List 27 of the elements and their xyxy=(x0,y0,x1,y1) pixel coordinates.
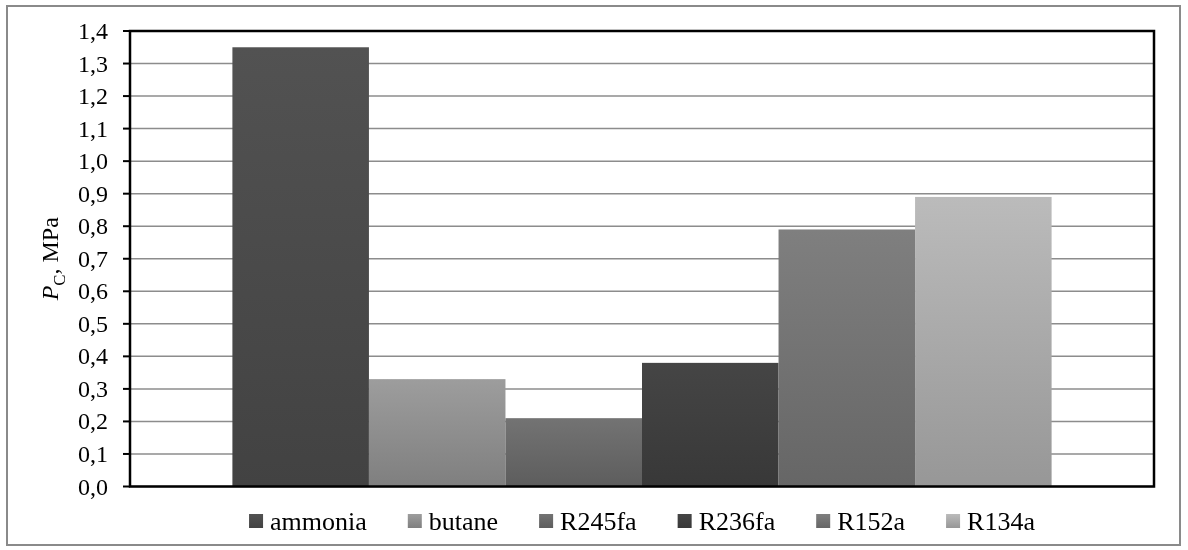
y-tick-label: 1,4 xyxy=(78,18,108,44)
y-tick-label: 0,6 xyxy=(78,278,108,305)
y-tick-label: 1,1 xyxy=(78,115,108,142)
y-tick-label: 0,7 xyxy=(78,245,108,272)
y-tick-label: 0,8 xyxy=(78,213,108,240)
y-tick-label: 0,2 xyxy=(78,408,108,435)
legend-label: R134a xyxy=(967,506,1036,536)
y-tick-label: 0,5 xyxy=(78,310,108,337)
bar xyxy=(505,418,642,487)
legend-label: R236fa xyxy=(698,506,776,536)
y-tick-label: 0,4 xyxy=(78,343,108,370)
y-tick-label: 1,0 xyxy=(78,148,108,175)
bar xyxy=(778,229,916,487)
y-tick-label: 0,0 xyxy=(78,473,108,500)
legend-label: R152a xyxy=(837,506,906,536)
legend-label: ammonia xyxy=(270,506,368,536)
y-tick-label: 0,9 xyxy=(78,180,108,207)
legend-label: butane xyxy=(428,506,499,536)
bar xyxy=(642,362,779,487)
bar xyxy=(368,379,506,487)
y-tick-label: 0,3 xyxy=(78,375,108,402)
bar xyxy=(915,196,1052,487)
y-tick-label: 0,1 xyxy=(78,440,108,467)
y-tick-label: 1,2 xyxy=(78,83,108,110)
legend-label: R245fa xyxy=(560,506,638,536)
y-tick-label: 1,3 xyxy=(78,50,108,77)
bar xyxy=(232,47,369,487)
